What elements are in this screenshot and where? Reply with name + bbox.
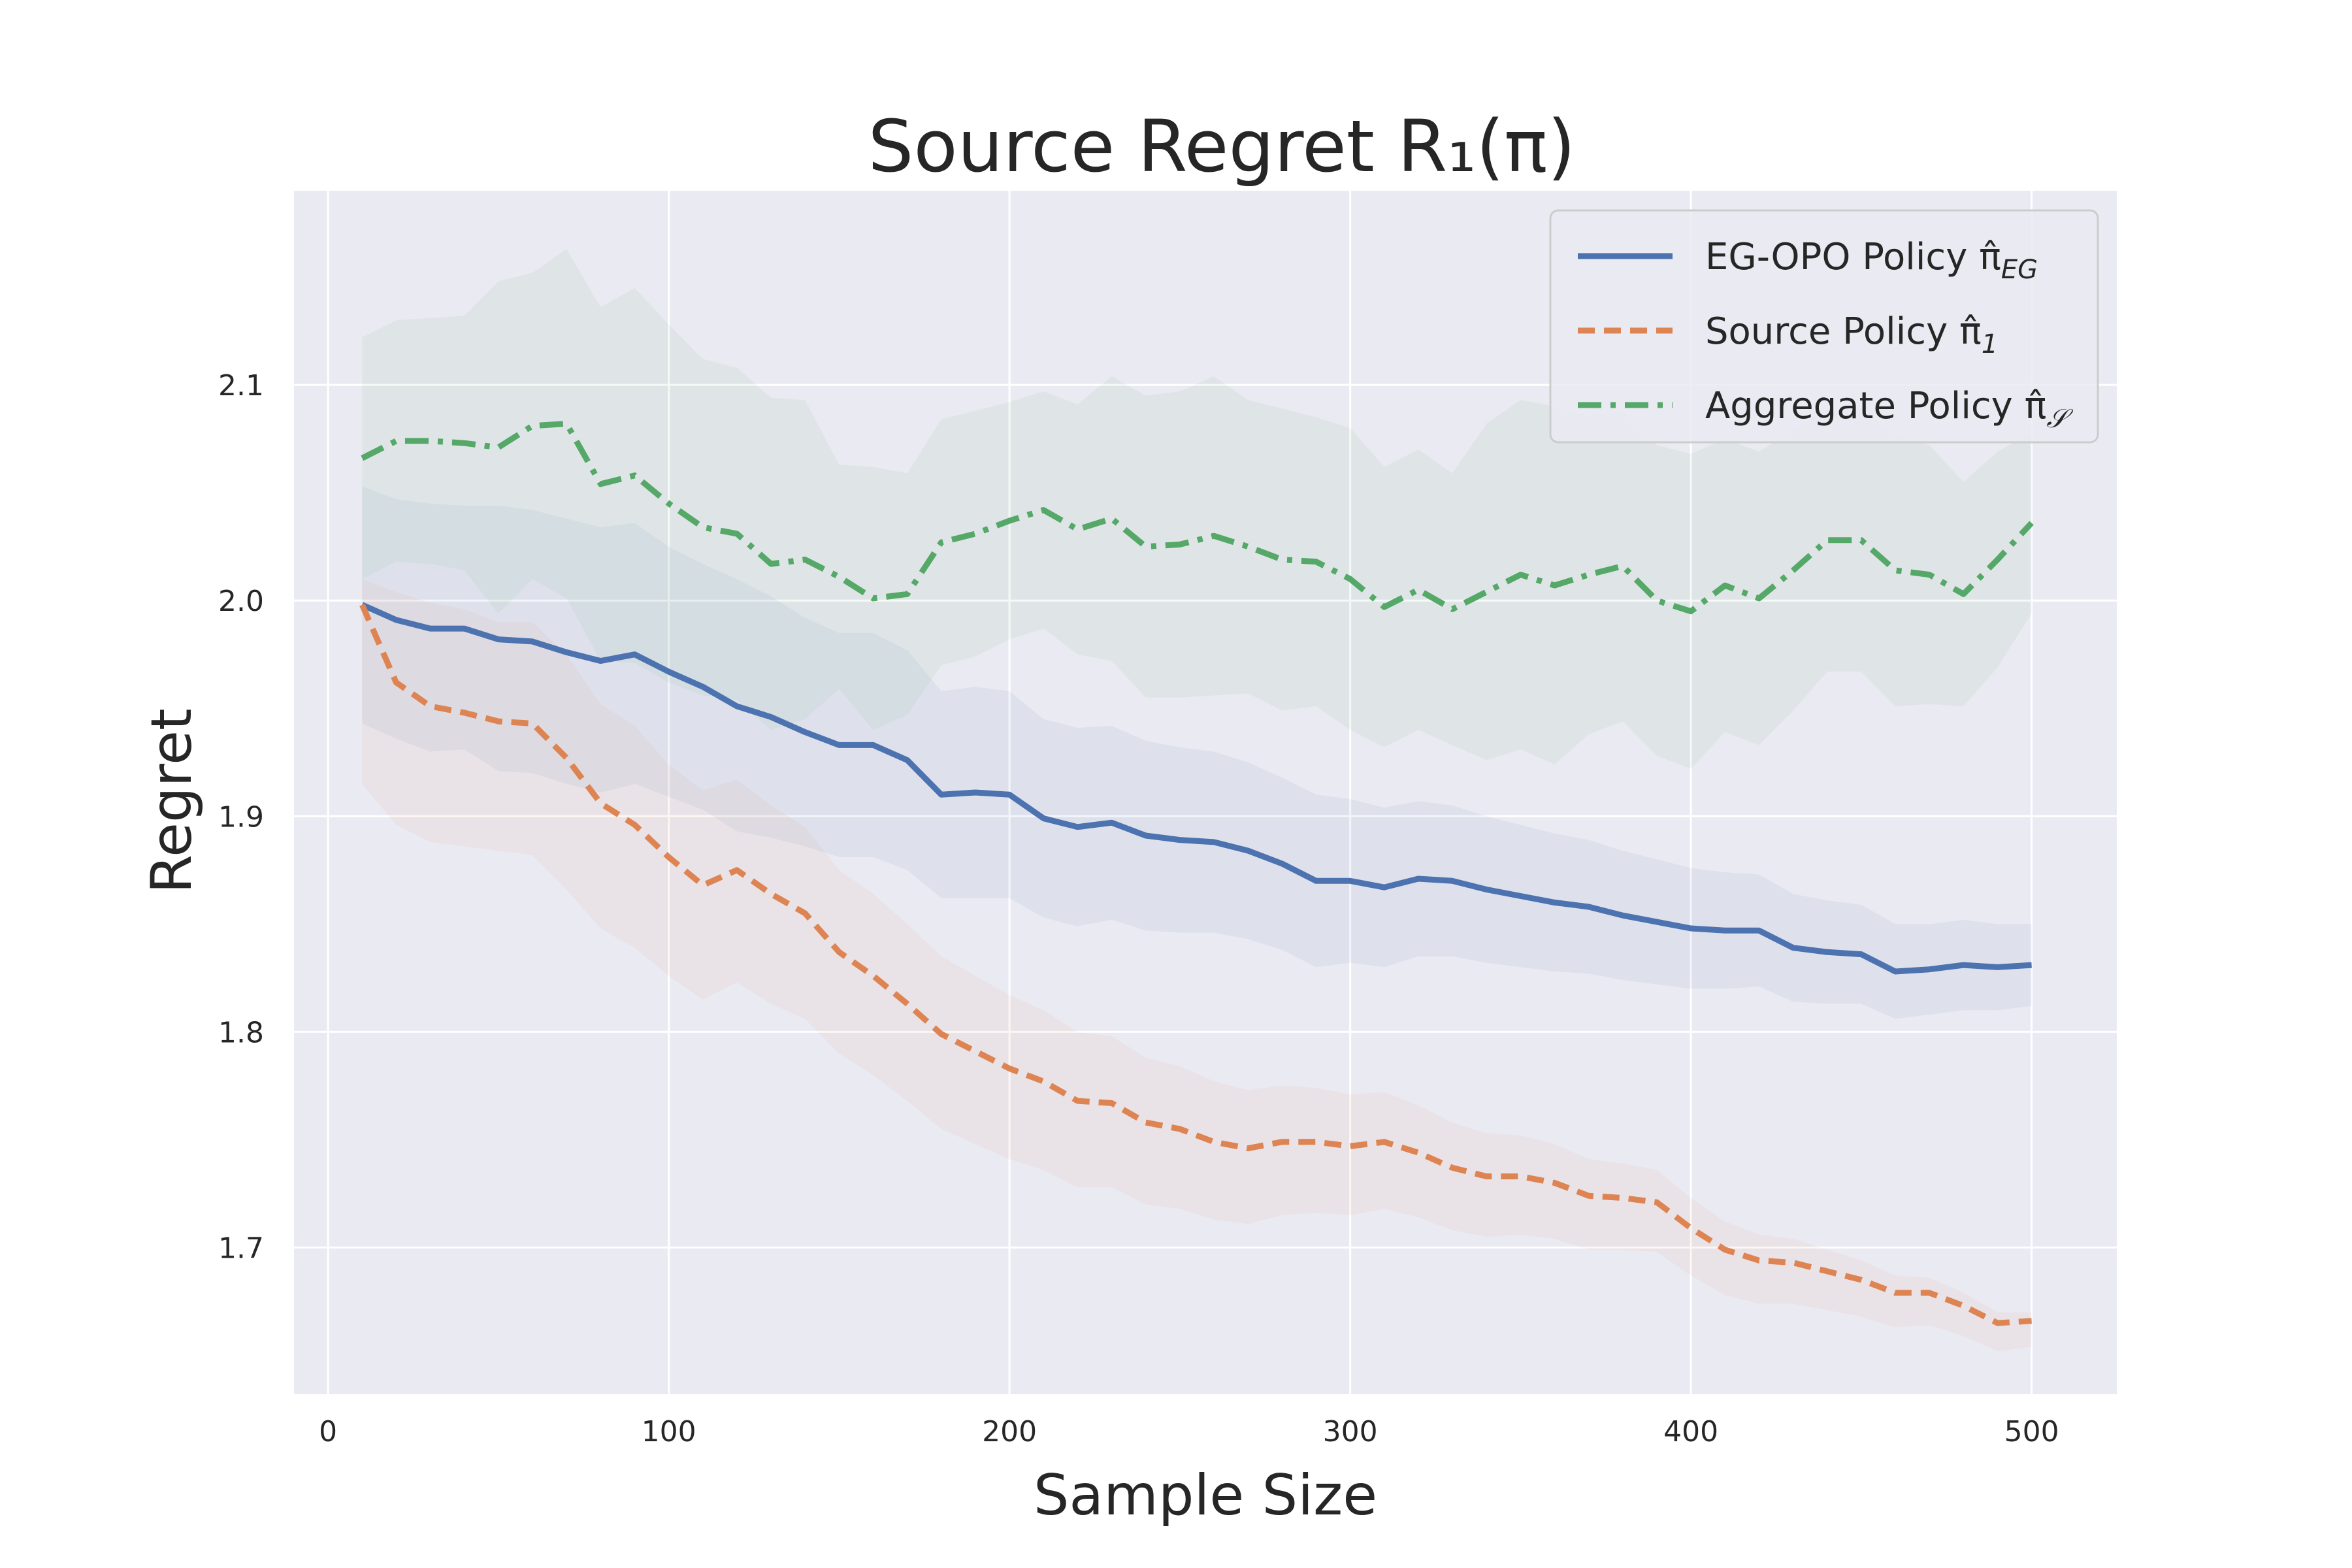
chart-title: Source Regret R₁(π): [868, 105, 1576, 188]
y-tick-label: 2.0: [218, 585, 264, 618]
y-tick-label: 2.1: [218, 369, 264, 402]
x-tick-label: 200: [982, 1415, 1037, 1448]
confidence-bands: [362, 249, 2032, 1352]
y-tick-label: 1.9: [218, 800, 264, 834]
x-tick-label: 300: [1323, 1415, 1378, 1448]
x-tick-label: 0: [319, 1415, 337, 1448]
x-tick-label: 100: [642, 1415, 696, 1448]
y-tick-label: 1.7: [218, 1232, 264, 1266]
legend-box: [1549, 209, 2099, 444]
confidence-band-2: [362, 249, 2032, 769]
x-axis-label: Sample Size: [1034, 1463, 1377, 1528]
x-tick-label: 500: [2004, 1415, 2059, 1448]
y-tick-labels: 1.7 1.8 1.9 2.0 2.1: [218, 369, 264, 1265]
series-lines: [359, 421, 2034, 1326]
x-tick-labels: 0 100 200 300 400 500: [319, 1415, 2059, 1448]
y-axis-label: Regret: [139, 708, 204, 894]
legend-label-0: EG-OPO Policy π̂EG: [1705, 236, 2038, 285]
y-tick-label: 1.8: [218, 1016, 264, 1049]
confidence-band-0: [362, 486, 2032, 1019]
legend-label-2: Aggregate Policy π̂𝒮: [1705, 385, 2073, 434]
x-tick-label: 400: [1663, 1415, 1718, 1448]
series-line-1: [359, 603, 2032, 1326]
series-line-0: [361, 602, 2032, 975]
legend: EG-OPO Policy π̂EG Source Policy π̂1 Aggre…: [1549, 209, 2099, 444]
confidence-band-1: [362, 579, 2032, 1352]
legend-label-1: Source Policy π̂1: [1705, 310, 1998, 359]
